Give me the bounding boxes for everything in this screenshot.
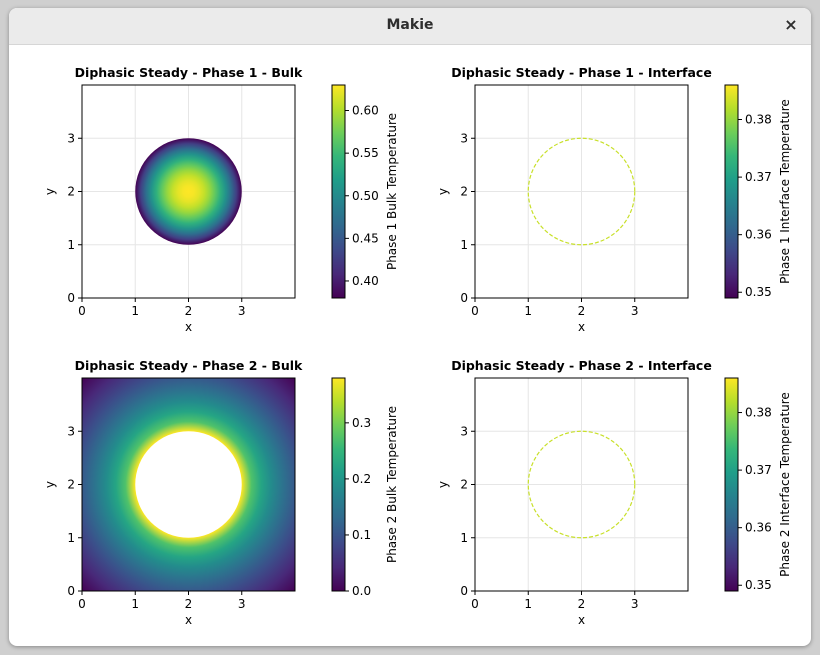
colorbar — [724, 377, 739, 592]
y-tick-label: 0 — [460, 291, 468, 305]
colorbar-tick-label: 0.38 — [745, 406, 772, 420]
interface-ring — [527, 137, 636, 246]
colorbar-label: Phase 2 Interface Temperature — [778, 392, 792, 577]
colorbar-tick-label: 0.37 — [745, 170, 772, 184]
y-tick-label: 1 — [67, 531, 75, 545]
colorbar-tick-label: 0.0 — [352, 584, 371, 598]
x-axis-label: x — [578, 613, 585, 627]
colorbar-label: Phase 2 Bulk Temperature — [385, 406, 399, 563]
chart-title: Diphasic Steady - Phase 2 - Interface — [451, 358, 712, 373]
x-tick-label: 0 — [78, 597, 86, 611]
x-tick-label: 3 — [238, 304, 246, 318]
y-tick-label: 3 — [67, 424, 75, 438]
y-axis-label: y — [43, 188, 57, 195]
x-tick-label: 1 — [524, 597, 532, 611]
y-axis-label: y — [436, 188, 450, 195]
y-tick-label: 0 — [67, 584, 75, 598]
colorbar-label: Phase 1 Bulk Temperature — [385, 113, 399, 270]
x-tick-label: 1 — [131, 597, 139, 611]
y-tick-label: 2 — [460, 478, 468, 492]
chart-panel-1: Diphasic Steady - Phase 1 - Bulk 0 1 2 3 0 1 2 3… — [43, 65, 399, 334]
colorbar-tick-label: 0.60 — [352, 104, 379, 118]
colorbar-tick-label: 0.37 — [745, 463, 772, 477]
y-tick-label: 2 — [460, 185, 468, 199]
y-tick-label: 2 — [67, 478, 75, 492]
chart-panel-2: Diphasic Steady - Phase 1 - Interface 0 1 2… — [436, 65, 792, 334]
chart-title: Diphasic Steady - Phase 1 - Interface — [451, 65, 712, 80]
y-tick-label: 0 — [67, 291, 75, 305]
colorbar-tick-label: 0.36 — [745, 228, 772, 242]
chart-panel-4: Diphasic Steady - Phase 2 - Interface 0 1 2… — [436, 358, 792, 627]
window-title: Makie — [386, 17, 434, 33]
y-tick-label: 1 — [460, 531, 468, 545]
colorbar — [724, 84, 739, 299]
y-axis-label: y — [43, 481, 57, 488]
x-tick-label: 1 — [524, 304, 532, 318]
colorbar — [331, 84, 346, 299]
app-window: Makie × Diphasic Steady - Phase 1 - Bulk… — [9, 8, 811, 646]
close-icon[interactable]: × — [784, 15, 798, 34]
colorbar-tick-label: 0.55 — [352, 146, 379, 160]
colorbar-tick-label: 0.38 — [745, 113, 772, 127]
colorbar-tick-label: 0.35 — [745, 578, 772, 592]
chart-title: Diphasic Steady - Phase 2 - Bulk — [75, 358, 303, 373]
x-tick-label: 3 — [631, 597, 639, 611]
colorbar-tick-label: 0.45 — [352, 231, 379, 245]
heatmap-disk — [135, 138, 242, 245]
x-tick-label: 3 — [631, 304, 639, 318]
y-tick-label: 0 — [460, 584, 468, 598]
colorbar-tick-label: 0.35 — [745, 285, 772, 299]
figure-canvas: Diphasic Steady - Phase 1 - Bulk 0 1 2 3 0 1 2 3… — [43, 65, 792, 627]
title-bar[interactable]: Makie × — [9, 8, 811, 45]
y-tick-label: 3 — [460, 131, 468, 145]
colorbar-tick-label: 0.1 — [352, 528, 371, 542]
colorbar-label: Phase 1 Interface Temperature — [778, 99, 792, 284]
y-tick-label: 3 — [460, 424, 468, 438]
x-tick-label: 0 — [471, 304, 479, 318]
y-tick-label: 2 — [67, 185, 75, 199]
x-tick-label: 0 — [471, 597, 479, 611]
chart-panel-3: Diphasic Steady - Phase 2 - Bulk 0 1 2 3 0 1 2 3… — [43, 358, 399, 627]
x-tick-label: 0 — [78, 304, 86, 318]
y-tick-label: 3 — [67, 131, 75, 145]
y-tick-label: 1 — [460, 238, 468, 252]
x-axis-label: x — [185, 613, 192, 627]
x-tick-label: 2 — [185, 304, 193, 318]
y-axis-label: y — [436, 481, 450, 488]
colorbar-tick-label: 0.40 — [352, 274, 379, 288]
chart-title: Diphasic Steady - Phase 1 - Bulk — [75, 65, 303, 80]
interface-ring — [527, 430, 636, 539]
colorbar-tick-label: 0.3 — [352, 416, 371, 430]
x-tick-label: 1 — [131, 304, 139, 318]
colorbar-tick-label: 0.36 — [745, 521, 772, 535]
colorbar-tick-label: 0.2 — [352, 472, 371, 486]
y-tick-label: 1 — [67, 238, 75, 252]
x-axis-label: x — [185, 320, 192, 334]
x-tick-label: 2 — [185, 597, 193, 611]
x-tick-label: 2 — [578, 304, 586, 318]
heatmap-hole — [135, 431, 242, 538]
colorbar-tick-label: 0.50 — [352, 189, 379, 203]
colorbar — [331, 377, 346, 592]
x-axis-label: x — [578, 320, 585, 334]
x-tick-label: 3 — [238, 597, 246, 611]
x-tick-label: 2 — [578, 597, 586, 611]
